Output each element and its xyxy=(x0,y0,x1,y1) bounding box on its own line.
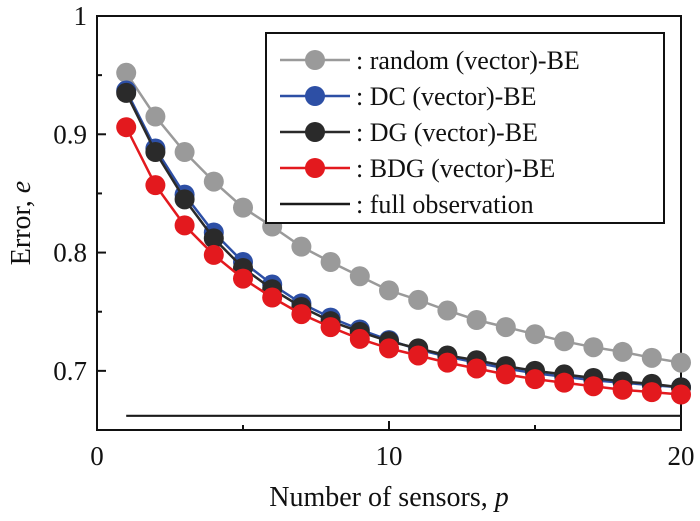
data-point xyxy=(203,228,224,249)
legend-label: : DG (vector)-BE xyxy=(356,118,538,147)
data-point xyxy=(379,338,399,359)
data-point xyxy=(437,300,458,321)
data-point xyxy=(641,347,662,368)
data-point xyxy=(437,352,458,373)
data-point xyxy=(495,317,516,338)
legend-label: : full observation xyxy=(356,190,534,219)
data-point xyxy=(525,324,545,345)
data-point xyxy=(554,372,575,393)
legend-label: : random (vector)-BE xyxy=(356,46,580,75)
y-tick-label: 0.8 xyxy=(53,238,87,268)
data-point xyxy=(174,215,195,236)
data-point xyxy=(116,117,137,138)
legend-entry: : random (vector)-BE xyxy=(280,46,580,75)
legend-box xyxy=(265,32,665,224)
data-point xyxy=(671,384,691,405)
x-tick-label: 0 xyxy=(90,441,104,471)
legend-marker xyxy=(305,122,325,142)
axis-ticks: 0 10 20 0.7 0.8 0.9 1 xyxy=(53,1,694,471)
legend-entry: : DC (vector)-BE xyxy=(280,82,537,111)
data-point xyxy=(174,189,195,210)
y-tick-label: 0.9 xyxy=(53,119,87,149)
data-point xyxy=(116,82,137,103)
x-tick-label: 20 xyxy=(668,441,695,471)
data-point xyxy=(145,175,166,196)
data-point xyxy=(291,304,312,325)
data-point xyxy=(583,376,604,397)
data-point xyxy=(262,287,283,308)
data-point xyxy=(233,197,253,218)
data-point xyxy=(349,266,370,287)
data-point xyxy=(641,382,662,403)
legend-label: : BDG (vector)-BE xyxy=(356,154,555,183)
data-point xyxy=(349,328,370,349)
legend-label: : DC (vector)-BE xyxy=(356,82,537,111)
data-point xyxy=(554,331,575,352)
data-point xyxy=(466,309,487,330)
y-tick-label: 1 xyxy=(74,1,88,31)
data-point xyxy=(203,244,224,265)
legend-marker xyxy=(305,158,325,178)
legend-marker xyxy=(305,86,325,106)
data-point xyxy=(291,236,312,257)
legend: : random (vector)-BE : DC (vector)-BE : DG… xyxy=(265,32,665,224)
series-3 xyxy=(116,117,691,405)
data-point xyxy=(145,106,166,127)
data-point xyxy=(116,62,137,83)
data-point xyxy=(174,142,195,163)
series-0 xyxy=(116,62,691,373)
data-point xyxy=(408,289,429,310)
series-layer xyxy=(116,62,691,405)
data-point xyxy=(612,379,633,400)
legend-marker xyxy=(305,50,325,70)
data-point xyxy=(612,341,633,362)
data-point xyxy=(671,352,691,373)
data-point xyxy=(408,345,429,366)
data-point xyxy=(320,317,341,338)
data-point xyxy=(583,337,604,358)
data-point xyxy=(495,364,516,385)
y-axis-label: Error, e xyxy=(6,181,37,265)
x-axis-label: Number of sensors, p xyxy=(269,482,509,513)
data-point xyxy=(466,358,487,379)
data-point xyxy=(379,280,399,301)
legend-entry: : BDG (vector)-BE xyxy=(280,154,555,183)
data-point xyxy=(203,171,224,192)
data-point xyxy=(145,142,166,163)
x-tick-label: 10 xyxy=(376,441,403,471)
data-point xyxy=(233,268,253,289)
legend-entry: : full observation xyxy=(280,190,534,219)
data-point xyxy=(320,252,341,273)
y-tick-label: 0.7 xyxy=(53,356,87,386)
data-point xyxy=(525,369,545,390)
legend-entry: : DG (vector)-BE xyxy=(280,118,538,147)
